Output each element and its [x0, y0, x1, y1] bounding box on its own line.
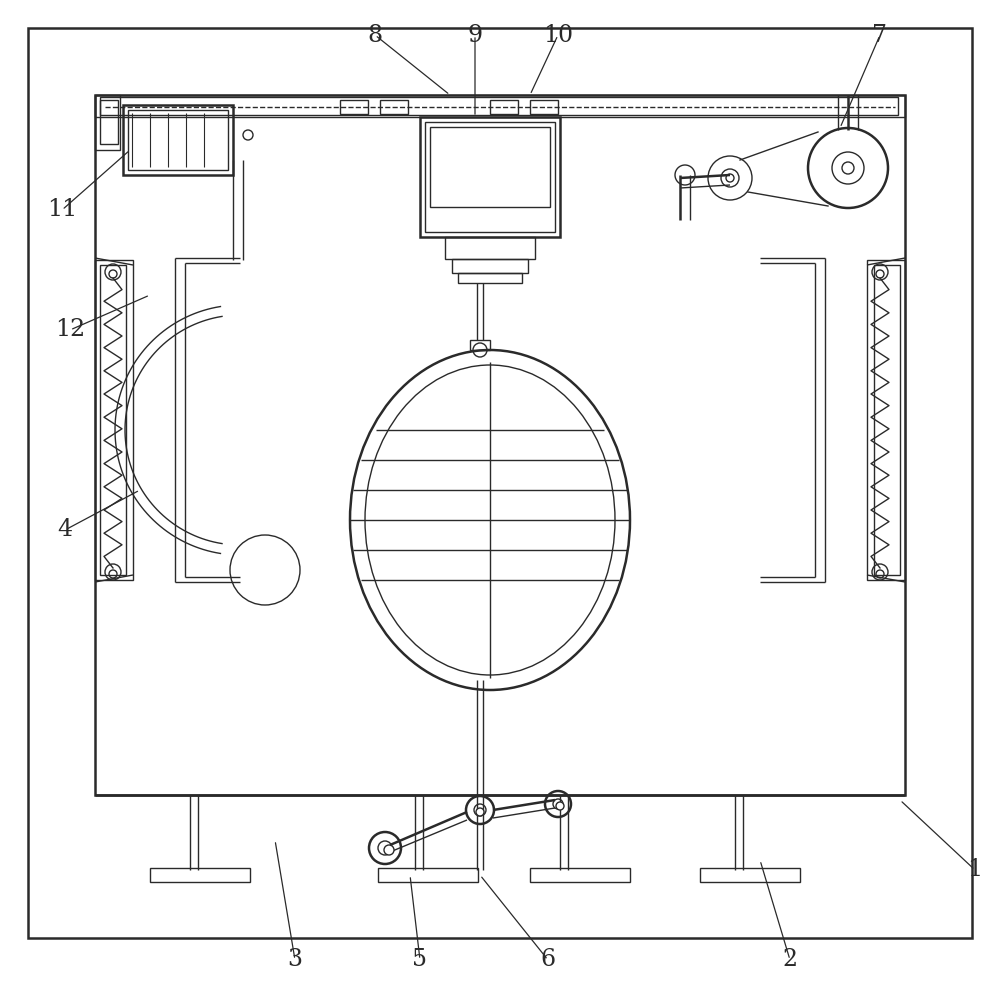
Text: 1: 1: [967, 858, 983, 881]
Bar: [700, 868, 800, 882]
Text: 7: 7: [872, 24, 888, 47]
Bar: [380, 100, 408, 114]
Text: 6: 6: [540, 948, 556, 971]
Bar: [378, 868, 478, 882]
Bar: [95, 95, 120, 150]
Bar: [95, 95, 905, 795]
Bar: [150, 868, 250, 882]
Bar: [490, 100, 518, 114]
Text: 4: 4: [57, 519, 73, 542]
Text: 10: 10: [543, 24, 573, 47]
Bar: [458, 273, 522, 283]
Bar: [425, 122, 555, 232]
Bar: [100, 265, 126, 575]
Bar: [340, 100, 368, 114]
Text: 5: 5: [413, 948, 428, 971]
Text: 11: 11: [47, 199, 77, 222]
Bar: [128, 110, 228, 170]
Text: 2: 2: [782, 948, 798, 971]
Bar: [452, 259, 528, 273]
Bar: [430, 127, 550, 207]
Bar: [123, 105, 233, 175]
Circle shape: [556, 802, 564, 810]
Text: 12: 12: [55, 319, 85, 342]
Bar: [100, 97, 898, 115]
Bar: [867, 260, 905, 580]
Bar: [445, 237, 535, 259]
Bar: [874, 265, 900, 575]
Text: 9: 9: [467, 24, 483, 47]
Bar: [530, 868, 630, 882]
Bar: [420, 117, 560, 237]
Bar: [95, 260, 133, 580]
Bar: [470, 340, 490, 350]
Bar: [95, 95, 905, 117]
Bar: [530, 100, 558, 114]
Text: 8: 8: [367, 24, 383, 47]
Bar: [100, 100, 118, 144]
Circle shape: [476, 808, 484, 816]
Text: 3: 3: [288, 948, 302, 971]
Circle shape: [384, 845, 394, 855]
